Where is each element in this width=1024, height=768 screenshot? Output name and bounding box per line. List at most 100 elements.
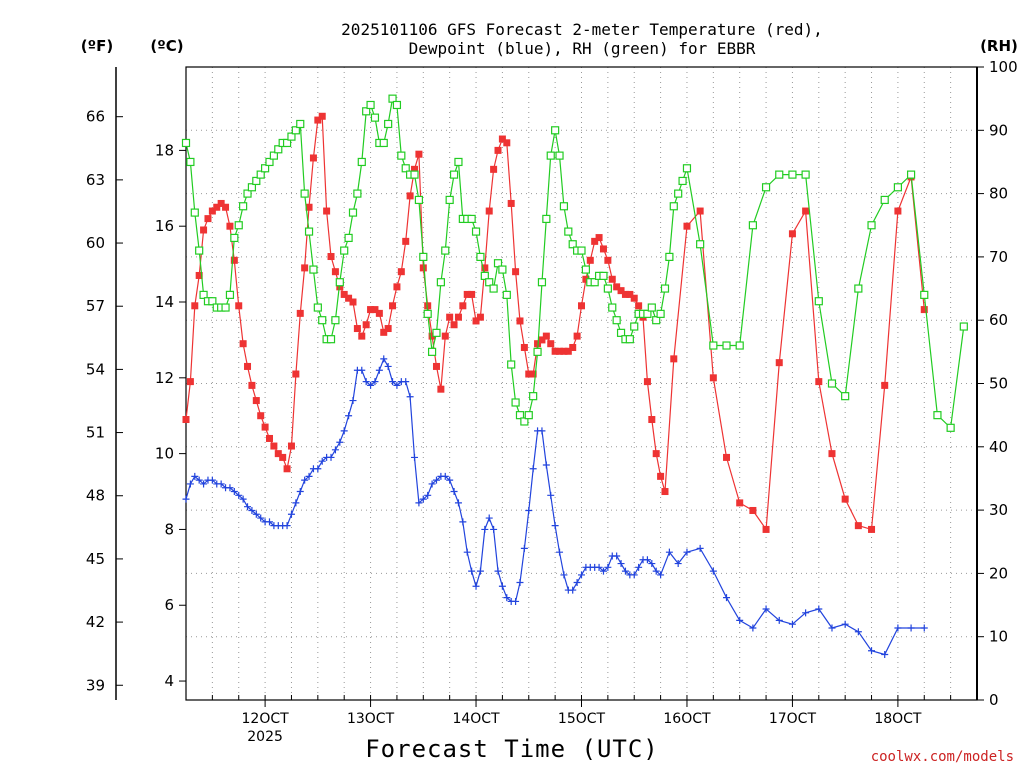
- rh-point: [208, 297, 217, 306]
- temperature-point: [670, 355, 678, 363]
- rh-point: [515, 411, 525, 420]
- dewpoint-point: [419, 495, 427, 503]
- rh-point: [190, 208, 199, 217]
- dewpoint-line: [185, 357, 925, 656]
- temperature-point: [318, 112, 326, 120]
- temperature-point: [626, 290, 634, 298]
- temperature-point: [604, 256, 612, 264]
- dewpoint-point: [485, 514, 493, 522]
- rh-point: [814, 297, 823, 306]
- rh-point: [436, 278, 445, 287]
- dewpoint-point: [459, 518, 467, 526]
- rh-point: [674, 189, 683, 198]
- fahrenheit-tick-label: 42: [86, 613, 105, 631]
- dewpoint-point: [292, 499, 300, 507]
- temperature-point: [762, 525, 770, 533]
- temperature-point: [213, 203, 221, 211]
- temperature-point: [195, 271, 203, 279]
- dewpoint-point: [257, 514, 265, 522]
- temperature-point: [498, 135, 506, 143]
- temperature-point: [459, 302, 467, 310]
- dewpoint-point: [415, 499, 423, 507]
- temperature-point: [389, 302, 397, 310]
- rh-point: [432, 328, 441, 337]
- temperature-point: [485, 207, 493, 215]
- dewpoint-point: [569, 586, 577, 594]
- rh-point: [357, 157, 366, 167]
- temperature-point: [367, 306, 375, 314]
- rh-tick-label: 70: [989, 248, 1008, 266]
- rh-tick-label: 40: [989, 438, 1008, 456]
- temperature-point: [775, 359, 783, 367]
- rh-point: [696, 240, 705, 249]
- temperature-point: [648, 416, 656, 424]
- dewpoint-point: [336, 438, 344, 446]
- rh-point: [524, 411, 533, 420]
- rh-point: [261, 164, 270, 173]
- rh-point: [959, 322, 968, 331]
- temperature-point: [265, 434, 273, 442]
- dewpoint-point: [652, 567, 660, 575]
- rh-point: [946, 423, 955, 432]
- temperature-point: [621, 290, 629, 298]
- rh-tick-label: 100: [989, 58, 1018, 76]
- temperature-point: [353, 325, 361, 333]
- dewpoint-point: [411, 453, 419, 461]
- rh-point: [682, 164, 692, 173]
- celsius-unit-label: (ºC): [150, 37, 183, 55]
- temperature-point: [415, 150, 423, 158]
- temperature-point: [393, 283, 401, 291]
- rh-point: [493, 259, 503, 268]
- dewpoint-point: [340, 427, 348, 435]
- rh-tick-label: 50: [989, 375, 1008, 393]
- temperature-point: [547, 340, 555, 348]
- temperature-point: [573, 332, 581, 340]
- dewpoint-point: [244, 503, 252, 511]
- temperature-point: [854, 522, 862, 530]
- temperature-point: [296, 309, 304, 317]
- temperature-point: [490, 165, 498, 173]
- dewpoint-point: [894, 624, 902, 632]
- rh-point: [221, 303, 230, 312]
- dewpoint-point: [551, 522, 559, 530]
- temperature-point: [450, 321, 458, 329]
- dewpoint-point: [520, 544, 528, 552]
- temperature-point: [516, 317, 524, 325]
- dewpoint-point: [516, 578, 524, 586]
- rh-point: [309, 265, 318, 274]
- dewpoint-point: [736, 616, 744, 624]
- rh-point: [419, 252, 428, 261]
- dewpoint-point: [709, 567, 717, 575]
- temperature-point: [472, 317, 480, 325]
- dewpoint-point: [406, 393, 414, 401]
- rh-tick-label: 90: [989, 121, 1008, 139]
- celsius-tick-label: 12: [155, 369, 174, 387]
- dewpoint-point: [217, 480, 225, 488]
- grid-layer: [186, 67, 977, 700]
- rh-point: [199, 290, 208, 299]
- temperature-point: [226, 222, 234, 230]
- temperature-point: [428, 332, 436, 340]
- dewpoint-point: [375, 366, 383, 374]
- rh-point: [366, 100, 375, 110]
- temperature-point: [608, 275, 616, 283]
- dewpoint-point: [248, 506, 256, 514]
- temperature-point: [230, 256, 238, 264]
- temperature-point: [402, 237, 410, 245]
- dewpoint-point: [432, 476, 440, 484]
- temperature-point: [309, 154, 317, 162]
- rh-point: [801, 170, 810, 179]
- temperature-point: [204, 215, 212, 223]
- rh-point: [827, 379, 837, 388]
- rh-point: [529, 392, 538, 401]
- rh-point: [577, 246, 586, 255]
- temperature-point: [301, 264, 309, 272]
- temperature-point: [591, 237, 599, 245]
- temperature-point: [709, 374, 717, 382]
- temperature-point: [349, 298, 357, 306]
- rh-point: [234, 221, 243, 230]
- dewpoint-point: [696, 544, 704, 552]
- rh-point: [362, 107, 371, 116]
- dewpoint-point: [802, 609, 810, 617]
- celsius-tick-label: 16: [155, 217, 174, 235]
